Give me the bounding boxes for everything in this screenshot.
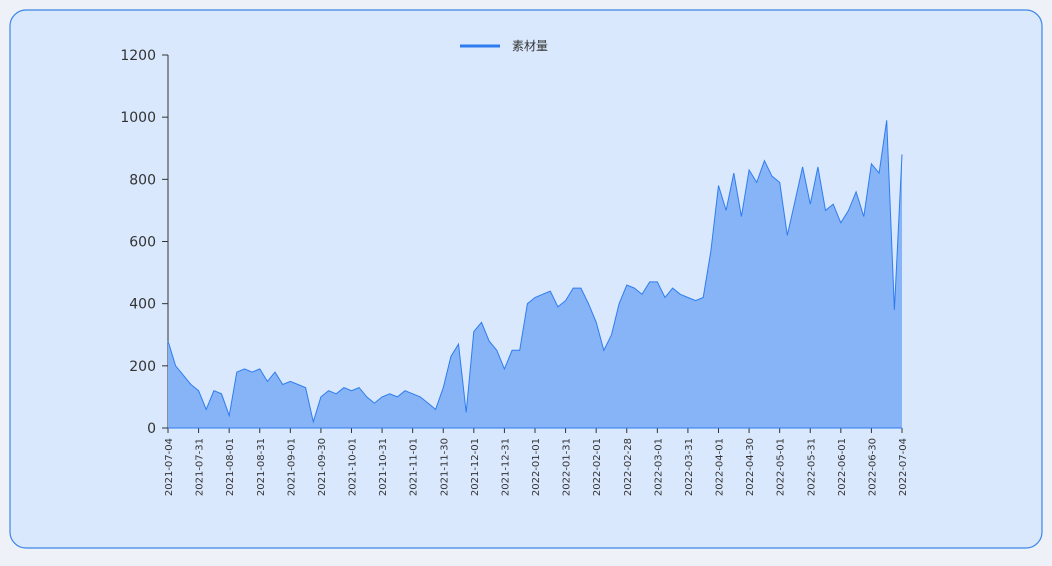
x-tick-label: 2022-05-01 bbox=[776, 438, 787, 496]
x-tick-label: 2022-06-30 bbox=[867, 438, 878, 496]
x-tick-label: 2022-04-30 bbox=[745, 438, 756, 496]
area-line bbox=[167, 120, 903, 424]
x-tick-label: 2022-02-01 bbox=[592, 438, 603, 496]
x-tick-label: 2021-10-31 bbox=[378, 438, 389, 496]
x-tick-label: 2021-12-01 bbox=[470, 438, 481, 496]
y-tick-label: 800 bbox=[129, 172, 156, 188]
x-tick-label: 2022-02-28 bbox=[623, 438, 634, 496]
x-tick-label: 2021-10-01 bbox=[348, 438, 359, 496]
y-tick-label: 0 bbox=[147, 421, 156, 437]
x-tick-label: 2021-08-01 bbox=[225, 438, 236, 496]
x-tick-label: 2021-08-31 bbox=[256, 438, 267, 496]
y-tick-label: 1200 bbox=[120, 48, 156, 64]
area bbox=[168, 120, 902, 429]
y-tick-label: 200 bbox=[129, 359, 156, 375]
x-tick-label: 2021-09-30 bbox=[317, 438, 328, 496]
x-tick-label: 2021-11-01 bbox=[409, 438, 420, 496]
x-tick-label: 2021-09-01 bbox=[286, 438, 297, 496]
x-tick-label: 2021-11-30 bbox=[439, 438, 450, 496]
legend-label: 素材量 bbox=[512, 39, 548, 53]
x-tick-label: 2021-12-31 bbox=[500, 438, 511, 496]
x-tick-label: 2021-07-04 bbox=[164, 438, 175, 496]
x-tick-label: 2021-07-31 bbox=[195, 438, 206, 496]
x-tick-label: 2022-01-01 bbox=[531, 438, 542, 496]
x-tick-label: 2022-01-31 bbox=[562, 438, 573, 496]
y-tick-label: 600 bbox=[129, 235, 156, 251]
x-tick-label: 2022-03-01 bbox=[653, 438, 664, 496]
x-tick-label: 2022-07-04 bbox=[898, 438, 909, 496]
y-tick-label: 400 bbox=[129, 297, 156, 313]
x-tick-label: 2022-06-01 bbox=[837, 438, 848, 496]
x-tick-label: 2022-03-31 bbox=[684, 438, 695, 496]
x-tick-label: 2022-04-01 bbox=[715, 438, 726, 496]
x-tick-label: 2022-05-31 bbox=[806, 438, 817, 496]
y-tick-label: 1000 bbox=[120, 110, 156, 126]
